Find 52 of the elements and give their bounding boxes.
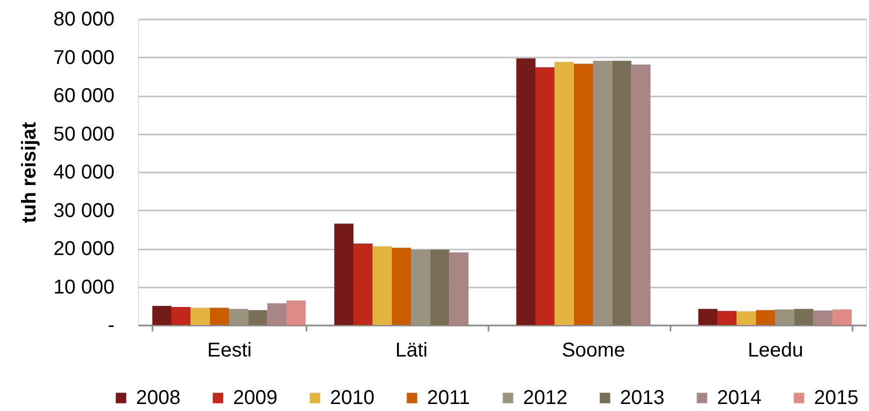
y-axis-title: tuh reisijat [18, 122, 40, 224]
bar [392, 248, 411, 325]
bar [248, 310, 268, 325]
y-tick-label: 10 000 [53, 276, 114, 298]
bar [535, 67, 555, 325]
y-tick-label: - [108, 314, 114, 336]
y-tick-label: 40 000 [53, 162, 114, 184]
legend-label: 2009 [233, 387, 278, 409]
bar [286, 300, 306, 325]
bar [267, 303, 287, 325]
y-tick-label: 80 000 [53, 8, 114, 30]
x-tick-label: Läti [395, 340, 428, 362]
y-tick-label: 60 000 [53, 85, 114, 107]
bar [775, 309, 794, 325]
legend-label: 2013 [620, 387, 664, 409]
y-tick-label: 70 000 [53, 46, 114, 69]
bar [717, 310, 737, 325]
x-tick-label: Eesti [207, 340, 252, 362]
bar [736, 311, 756, 325]
legend-label: 2015 [814, 387, 858, 409]
bar [813, 310, 833, 325]
bar [698, 308, 718, 325]
bar [593, 60, 612, 325]
bar [210, 308, 229, 325]
bar [516, 58, 536, 325]
bar [229, 308, 248, 325]
bar [171, 307, 191, 325]
y-tick-label: 20 000 [53, 238, 114, 260]
legend-label: 2011 [427, 387, 470, 409]
bar [554, 62, 574, 325]
legend-label: 2010 [330, 387, 374, 409]
y-tick-label: 30 000 [53, 200, 114, 222]
bar [411, 250, 430, 325]
bar [631, 64, 651, 325]
legend-label: 2008 [136, 387, 180, 409]
bar [574, 64, 593, 325]
bar [190, 308, 210, 325]
bar [832, 309, 852, 325]
bar [353, 244, 373, 325]
legend-label: 2012 [523, 387, 568, 409]
x-tick-label: Soome [562, 340, 626, 362]
bar [756, 310, 775, 325]
bar [449, 252, 469, 325]
bar [152, 306, 172, 325]
legend-label: 2014 [717, 387, 762, 409]
y-tick-label: 50 000 [53, 123, 114, 146]
bar [794, 308, 814, 325]
bar [334, 224, 354, 325]
bar [372, 246, 392, 325]
x-tick-label: Leedu [748, 340, 804, 362]
bar [430, 250, 450, 325]
bar [612, 60, 632, 325]
